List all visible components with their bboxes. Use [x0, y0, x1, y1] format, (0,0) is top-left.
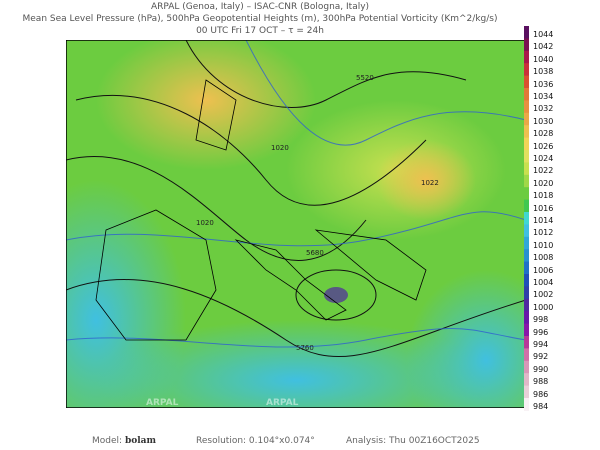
colorbar-label: 998	[533, 315, 549, 325]
colorbar-label: 994	[533, 340, 549, 349]
colorbar-label: 1036	[533, 79, 554, 89]
colorbar-label: 1012	[533, 228, 554, 238]
colorbar-swatch	[524, 360, 529, 374]
model-value: bolam	[124, 436, 157, 446]
colorbar-swatch	[524, 63, 529, 77]
colorbar-label: 1004	[533, 278, 554, 287]
colorbar-label: 1026	[533, 141, 554, 151]
colorbar-swatch	[524, 348, 529, 362]
colorbar-label: 984	[533, 402, 549, 411]
colorbar-label: 1020	[533, 178, 554, 188]
resolution: Resolution: 0.104°x0.074°	[196, 436, 315, 446]
colorbar-label: 1018	[533, 191, 554, 201]
geopotential-contours	[66, 40, 526, 348]
colorbar-label: 1034	[533, 92, 554, 101]
model-label: Model:	[92, 436, 123, 446]
colorbar-label: 1008	[533, 253, 554, 263]
colorbar-swatch	[524, 274, 529, 287]
colorbar-swatch	[524, 88, 529, 101]
height-label: 5760	[296, 344, 314, 352]
colorbar-label: 986	[533, 389, 549, 399]
title-line-3: 00 UTC Fri 17 OCT – τ = 24h	[196, 26, 324, 36]
isobar-label: 1022	[421, 179, 439, 187]
colorbar-label: 1042	[533, 42, 554, 52]
colorbar-swatch	[524, 385, 529, 399]
colorbar-swatch	[524, 336, 529, 349]
colorbar-swatch	[524, 137, 529, 151]
watermark: ARPAL	[266, 398, 299, 408]
colorbar-swatch	[524, 311, 529, 325]
colorbar-swatch	[524, 298, 529, 312]
colorbar-swatch	[524, 286, 529, 300]
colorbar-swatch	[524, 224, 529, 238]
colorbar-swatch	[524, 26, 529, 39]
isobars	[66, 40, 526, 358]
colorbar-swatch	[524, 199, 529, 213]
isobar-label: 1020	[196, 219, 214, 227]
colorbar-swatch	[524, 150, 529, 163]
colorbar-label: 988	[533, 377, 549, 387]
colorbar-label: 1044	[533, 30, 554, 39]
colorbar-label: 1002	[533, 290, 554, 300]
colorbar-label: 1028	[533, 129, 554, 139]
colorbar-swatch	[524, 249, 529, 263]
colorbar-swatch	[524, 100, 529, 114]
colorbar-label: 992	[533, 352, 549, 362]
colorbar-label: 1006	[533, 265, 554, 275]
colorbar-label: 1038	[533, 67, 554, 77]
watermark: ARPAL	[146, 398, 179, 408]
low-pressure-center	[324, 287, 348, 303]
coastlines	[95, 79, 427, 341]
colorbar-label: 996	[533, 327, 549, 337]
colorbar-swatch	[524, 323, 529, 337]
isobar-label: 1020	[271, 144, 289, 152]
colorbar-swatch	[524, 398, 529, 411]
colorbar-swatch	[524, 162, 529, 176]
weather-map: 1020 1020 1022 5680 5760 5520 ARPAL ARPA…	[66, 40, 526, 408]
height-label: 5680	[306, 249, 324, 257]
colorbar-swatch	[524, 261, 529, 275]
colorbar-swatch	[524, 212, 529, 225]
colorbar-label: 1022	[533, 166, 554, 176]
colorbar-swatch	[524, 75, 529, 89]
title-line-2: Mean Sea Level Pressure (hPa), 500hPa Ge…	[22, 14, 498, 24]
colorbar-label: 1030	[533, 116, 554, 126]
colorbar-swatch	[524, 125, 529, 139]
colorbar-label: 1014	[533, 216, 554, 225]
colorbar-swatch	[524, 187, 529, 201]
colorbar-label: 990	[533, 364, 549, 374]
colorbar-swatch	[524, 236, 529, 250]
colorbar-label: 1040	[533, 54, 554, 64]
title-line-1: ARPAL (Genoa, Italy) – ISAC-CNR (Bologna…	[150, 2, 370, 12]
colorbar-swatch	[524, 38, 529, 52]
colorbar	[524, 26, 529, 411]
colorbar-swatch	[524, 112, 529, 126]
colorbar-label: 1032	[533, 104, 554, 114]
analysis-time: Analysis: Thu 00Z16OCT2025	[346, 436, 480, 446]
colorbar-label: 1024	[533, 154, 554, 163]
colorbar-label: 1010	[533, 240, 554, 250]
colorbar-swatch	[524, 174, 529, 188]
colorbar-label: 1016	[533, 203, 554, 213]
colorbar-label: 1000	[533, 302, 554, 312]
colorbar-swatch	[524, 373, 529, 387]
height-label: 5520	[356, 74, 374, 82]
colorbar-swatch	[524, 50, 529, 64]
